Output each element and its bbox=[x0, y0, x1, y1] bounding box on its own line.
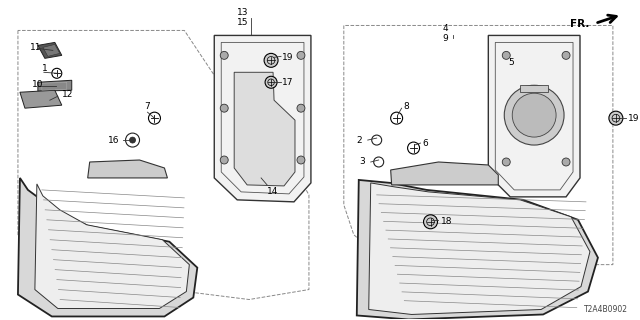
Circle shape bbox=[609, 111, 623, 125]
Circle shape bbox=[297, 104, 305, 112]
Circle shape bbox=[220, 52, 228, 59]
Text: 4: 4 bbox=[443, 24, 448, 33]
Text: 19: 19 bbox=[628, 114, 639, 123]
Text: 17: 17 bbox=[282, 78, 294, 87]
Text: 13: 13 bbox=[237, 8, 249, 17]
Polygon shape bbox=[38, 43, 62, 58]
Text: 9: 9 bbox=[443, 34, 449, 43]
Polygon shape bbox=[234, 72, 295, 186]
Circle shape bbox=[297, 52, 305, 59]
Polygon shape bbox=[488, 36, 580, 197]
Text: 12: 12 bbox=[62, 90, 73, 99]
Polygon shape bbox=[35, 184, 189, 308]
Text: 15: 15 bbox=[237, 18, 249, 27]
Polygon shape bbox=[43, 44, 60, 56]
Polygon shape bbox=[369, 183, 590, 315]
Circle shape bbox=[512, 93, 556, 137]
Circle shape bbox=[562, 158, 570, 166]
Circle shape bbox=[220, 156, 228, 164]
Text: 10: 10 bbox=[32, 80, 44, 89]
Polygon shape bbox=[38, 80, 72, 91]
Text: 11: 11 bbox=[30, 43, 42, 52]
Text: 8: 8 bbox=[404, 102, 410, 111]
Text: T2A4B0902: T2A4B0902 bbox=[584, 305, 628, 314]
Circle shape bbox=[297, 156, 305, 164]
Text: 5: 5 bbox=[508, 58, 514, 67]
Text: 2: 2 bbox=[356, 136, 362, 145]
Text: 18: 18 bbox=[440, 217, 452, 226]
Circle shape bbox=[129, 137, 136, 143]
Circle shape bbox=[264, 53, 278, 67]
Polygon shape bbox=[18, 178, 197, 316]
Text: 3: 3 bbox=[360, 157, 365, 166]
Text: 16: 16 bbox=[108, 136, 119, 145]
Circle shape bbox=[220, 104, 228, 112]
Circle shape bbox=[424, 215, 438, 229]
Circle shape bbox=[502, 52, 510, 59]
Polygon shape bbox=[356, 180, 598, 319]
Polygon shape bbox=[390, 162, 499, 185]
Polygon shape bbox=[214, 36, 311, 202]
Text: 6: 6 bbox=[422, 139, 428, 148]
Text: 1: 1 bbox=[42, 64, 47, 73]
Circle shape bbox=[265, 76, 277, 88]
Text: FR.: FR. bbox=[570, 20, 589, 29]
Text: 7: 7 bbox=[145, 102, 150, 111]
Circle shape bbox=[562, 52, 570, 59]
Polygon shape bbox=[20, 90, 62, 108]
Polygon shape bbox=[520, 85, 548, 92]
Polygon shape bbox=[88, 160, 168, 178]
Text: 14: 14 bbox=[267, 188, 278, 196]
Circle shape bbox=[502, 158, 510, 166]
Text: 19: 19 bbox=[282, 53, 294, 62]
Circle shape bbox=[504, 85, 564, 145]
